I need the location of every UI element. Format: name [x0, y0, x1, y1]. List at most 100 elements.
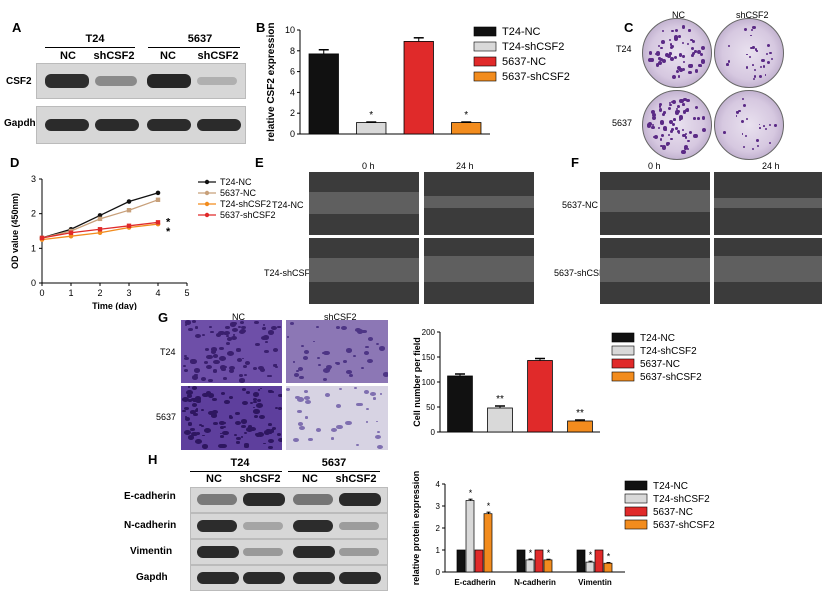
cell-blob: [240, 328, 247, 333]
cell-blob: [269, 431, 272, 434]
colony-dot: [749, 56, 752, 59]
y-tick-label: 4: [290, 87, 295, 97]
legend-swatch: [611, 345, 635, 356]
cell-blob: [242, 400, 249, 406]
colony-dot: [662, 126, 668, 131]
colony-dot: [682, 103, 685, 106]
colony-dot: [654, 53, 658, 56]
colony-dot: [761, 58, 765, 63]
colony-dot: [658, 108, 663, 112]
colony-dot: [648, 121, 653, 126]
significance-mark: **: [496, 394, 504, 405]
cell-blob: [190, 427, 196, 432]
significance-mark: *: [369, 110, 373, 121]
colony-dot: [725, 62, 729, 66]
bar: [465, 500, 475, 573]
cell-blob: [195, 438, 203, 444]
colony-dot: [741, 97, 745, 101]
bar: [483, 513, 493, 573]
cell-blob: [296, 409, 302, 414]
cell-blob: [264, 350, 269, 354]
colony-dot: [769, 51, 772, 54]
y-tick-label: 3: [31, 174, 36, 184]
colony-dish-t24-sh: [714, 18, 784, 88]
cell-blob: [232, 328, 238, 333]
colony-dot: [727, 44, 731, 47]
cell-blob: [228, 416, 233, 419]
bar: [525, 559, 535, 573]
cell-blob: [184, 406, 189, 410]
y-tick-label: 8: [290, 46, 295, 56]
cell-blob: [242, 365, 248, 369]
colony-dot: [651, 112, 656, 117]
cell-blob: [376, 343, 380, 346]
cell-blob: [227, 337, 233, 341]
colony-dot: [657, 44, 661, 47]
panel-c-label: C: [624, 20, 634, 35]
colony-dot: [691, 53, 695, 57]
colony-dot: [650, 125, 655, 130]
data-point: [97, 213, 103, 218]
bar: [516, 549, 526, 573]
cell-blob: [271, 325, 278, 330]
bar: [603, 562, 613, 573]
colony-dot: [669, 120, 674, 125]
cell-blob: [335, 361, 341, 365]
cell-blob: [212, 354, 218, 358]
legend-label: 5637-NC: [640, 359, 680, 370]
colony-dot: [764, 127, 768, 131]
transwell-image-5637-sh: [286, 386, 388, 450]
colony-dot: [683, 97, 687, 102]
band: [339, 548, 379, 556]
cell-blob: [345, 348, 353, 353]
cell-blob: [289, 321, 295, 325]
cell-blob: [233, 334, 236, 336]
legend-marker: [204, 190, 210, 196]
colony-dot: [766, 44, 771, 48]
cell-blob: [261, 335, 268, 340]
colony-dot: [671, 100, 676, 105]
cell-blob: [184, 417, 191, 422]
colony-dot: [670, 137, 673, 141]
cell-blob: [323, 350, 331, 356]
colony-dot: [752, 46, 755, 49]
h-header-t24: T24: [230, 457, 250, 469]
legend-label: T24-shCSF2: [502, 41, 564, 53]
cell-blob: [245, 426, 253, 432]
colony-dot: [660, 47, 663, 50]
h-underline-t24: [190, 471, 282, 472]
cell-blob: [263, 327, 266, 330]
f-row-nc: 5637-NC: [562, 200, 599, 210]
cell-blob: [331, 428, 337, 432]
colony-dot: [659, 57, 663, 62]
bar: [451, 122, 482, 135]
legend-marker: [204, 201, 210, 207]
legend-marker: [204, 179, 210, 185]
colony-dot: [690, 63, 694, 67]
cell-blob: [206, 354, 213, 360]
x-tick-label: 3: [126, 288, 131, 298]
cell-blob: [187, 435, 195, 440]
transwell-image-t24-sh: [286, 320, 388, 383]
colony-dot: [681, 25, 685, 29]
a-header-5637: 5637: [187, 33, 213, 45]
cell-blob: [253, 406, 256, 409]
colony-dot: [659, 138, 662, 141]
cell-blob: [304, 396, 311, 401]
colony-dot: [671, 128, 675, 132]
band: [147, 119, 191, 131]
band: [243, 493, 285, 506]
colony-dot: [662, 58, 667, 63]
colony-dot: [682, 68, 686, 72]
y-tick-label: 1: [436, 546, 441, 555]
cell-blob: [341, 325, 348, 331]
h-row-ncad: N-cadherin: [124, 520, 177, 531]
colony-dot: [669, 101, 672, 104]
colony-dot: [750, 34, 752, 37]
colony-dot: [763, 124, 766, 127]
significance-mark: *: [464, 110, 468, 121]
wound-image-5637-sh-0h: [600, 238, 710, 304]
colony-dot: [743, 28, 747, 32]
cell-blob: [220, 435, 224, 438]
cell-blob: [183, 354, 188, 357]
